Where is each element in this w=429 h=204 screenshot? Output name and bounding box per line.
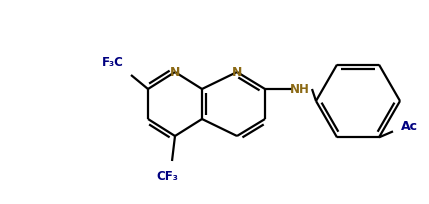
Text: N: N bbox=[232, 66, 242, 79]
Text: CF₃: CF₃ bbox=[156, 170, 178, 183]
Text: NH: NH bbox=[290, 83, 310, 96]
Text: Ac: Ac bbox=[401, 119, 418, 132]
Text: N: N bbox=[170, 66, 180, 79]
Text: F₃C: F₃C bbox=[102, 55, 124, 68]
